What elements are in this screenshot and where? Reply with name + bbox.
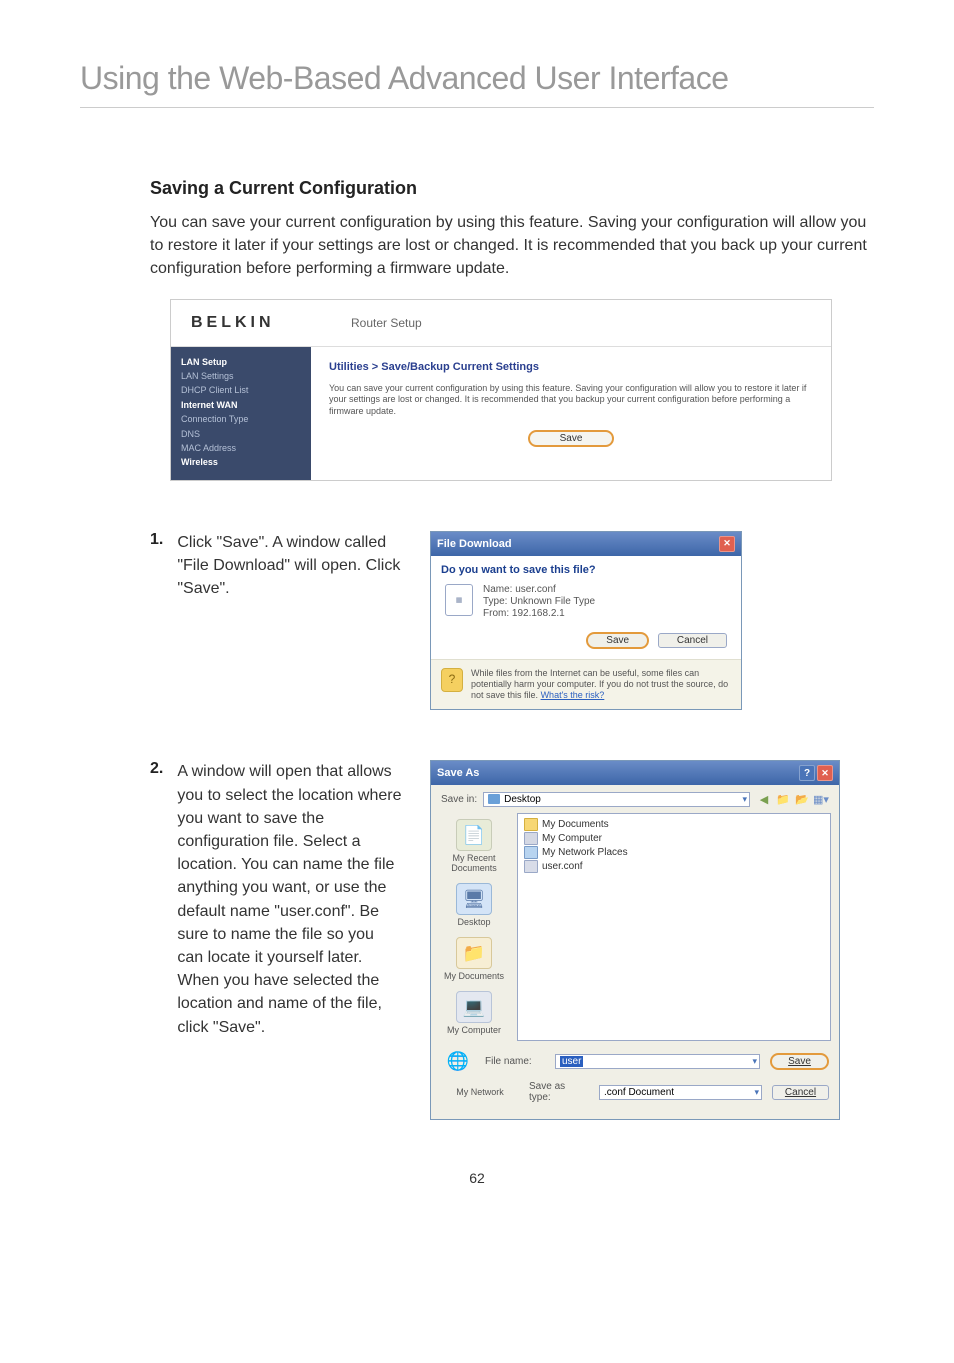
dialog-question: Do you want to save this file? <box>431 556 741 580</box>
intro-paragraph: You can save your current configuration … <box>150 211 874 281</box>
close-icon[interactable]: ✕ <box>817 765 833 781</box>
dialog-title: File Download <box>437 538 512 550</box>
close-icon[interactable]: ✕ <box>719 536 735 552</box>
savein-dropdown[interactable]: Desktop ▾ <box>483 792 750 807</box>
save-button[interactable]: Save <box>770 1053 829 1070</box>
from-value: 192.168.2.1 <box>512 608 565 619</box>
step2-text: A window will open that allows you to se… <box>177 760 402 1120</box>
sidebar-mac-address[interactable]: MAC Address <box>181 441 301 455</box>
back-icon[interactable]: ◀ <box>756 791 772 807</box>
belkin-logo: BELKIN <box>171 300 331 346</box>
chevron-down-icon: ▾ <box>752 1056 757 1067</box>
chevron-down-icon: ▾ <box>742 794 747 805</box>
place-mydocs[interactable]: 📁 My Documents <box>444 937 504 981</box>
file-download-dialog: File Download ✕ Do you want to save this… <box>430 531 742 711</box>
sidebar-connection-type[interactable]: Connection Type <box>181 412 301 426</box>
savein-label: Save in: <box>441 794 477 805</box>
network-places-icon[interactable]: 🌐 <box>441 1047 475 1075</box>
place-mycomp[interactable]: 💻 My Computer <box>447 991 501 1035</box>
network-icon <box>524 846 538 859</box>
name-label: Name: <box>483 584 512 595</box>
save-as-dialog: Save As ? ✕ Save in: Desktop ▾ <box>430 760 840 1120</box>
savein-value: Desktop <box>504 794 541 805</box>
sidebar-dhcp[interactable]: DHCP Client List <box>181 383 301 397</box>
sidebar-nav: LAN Setup LAN Settings DHCP Client List … <box>171 347 311 480</box>
risk-link[interactable]: What's the risk? <box>541 690 605 700</box>
help-icon[interactable]: ? <box>799 765 815 781</box>
place-desktop[interactable]: 🖥 Desktop <box>456 883 492 927</box>
router-setup-screenshot: BELKIN Router Setup LAN Setup LAN Settin… <box>170 299 832 481</box>
sidebar-lan-settings[interactable]: LAN Settings <box>181 369 301 383</box>
shield-icon: ? <box>441 668 463 692</box>
place-mynetwork-label[interactable]: My Network <box>441 1087 519 1097</box>
file-icon <box>524 860 538 873</box>
sidebar-lan-setup[interactable]: LAN Setup <box>181 355 301 369</box>
title-divider <box>80 107 874 108</box>
desktop-icon <box>488 794 500 804</box>
chevron-down-icon: ▾ <box>754 1087 759 1098</box>
filename-input[interactable]: user ▾ <box>555 1054 760 1069</box>
step2-number: 2. <box>150 760 163 1120</box>
filename-label: File name: <box>485 1056 545 1067</box>
step1-number: 1. <box>150 531 163 711</box>
saveas-title: Save As <box>437 767 479 779</box>
file-icon: ▦ <box>445 584 473 616</box>
router-setup-label: Router Setup <box>331 316 422 330</box>
utilities-description: You can save your current configuration … <box>329 383 813 418</box>
cancel-button[interactable]: Cancel <box>658 633 727 648</box>
place-recent[interactable]: 📄 My Recent Documents <box>435 819 513 873</box>
saveastype-label: Save as type: <box>529 1081 589 1103</box>
page-title: Using the Web-Based Advanced User Interf… <box>80 60 874 97</box>
new-folder-icon[interactable]: 📂 <box>794 791 810 807</box>
page-number: 62 <box>80 1170 874 1186</box>
name-value: user.conf <box>515 584 556 595</box>
save-button[interactable]: Save <box>528 430 615 447</box>
file-list[interactable]: My Documents My Computer My Network Plac… <box>517 813 831 1041</box>
section-heading: Saving a Current Configuration <box>150 178 874 199</box>
views-icon[interactable]: ▦▾ <box>813 791 829 807</box>
step1-text: Click "Save". A window called "File Down… <box>177 531 402 711</box>
utilities-title: Utilities > Save/Backup Current Settings <box>329 361 813 373</box>
sidebar-wireless[interactable]: Wireless <box>181 455 301 469</box>
up-icon[interactable]: 📁 <box>775 791 791 807</box>
computer-icon <box>524 832 538 845</box>
type-value: Unknown File Type <box>510 596 595 607</box>
cancel-button[interactable]: Cancel <box>772 1085 829 1100</box>
saveastype-dropdown[interactable]: .conf Document ▾ <box>599 1085 762 1100</box>
sidebar-internet-wan[interactable]: Internet WAN <box>181 398 301 412</box>
folder-icon <box>524 818 538 831</box>
type-label: Type: <box>483 596 507 607</box>
sidebar-dns[interactable]: DNS <box>181 427 301 441</box>
save-button[interactable]: Save <box>586 632 649 649</box>
from-label: From: <box>483 608 509 619</box>
